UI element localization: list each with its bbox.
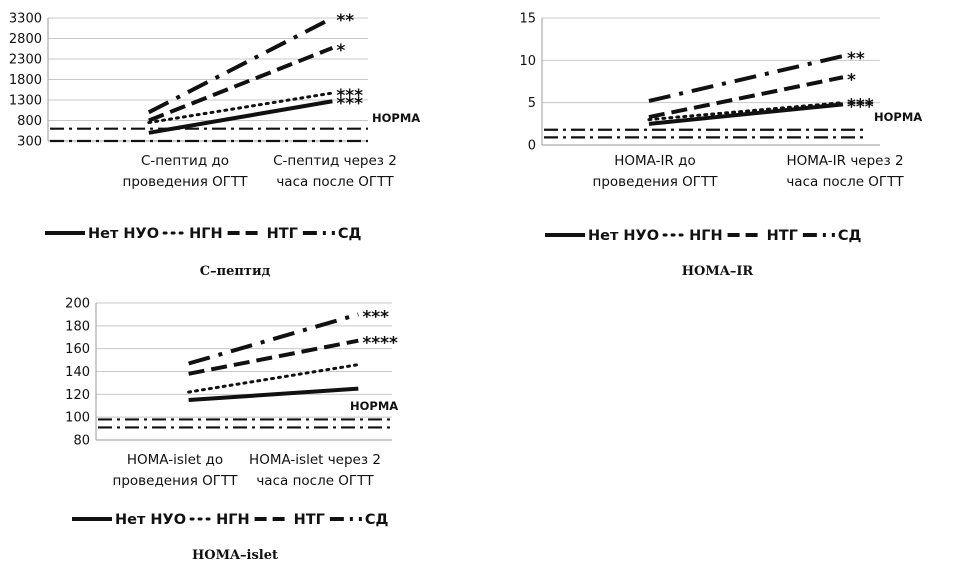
significance-marker: * xyxy=(847,70,856,90)
y-tick-label: 800 xyxy=(17,114,42,129)
legend-label: НТГ xyxy=(294,512,325,528)
legend-label: НТГ xyxy=(767,228,798,244)
chart-homa-islet: 80100120140160180200НОРМА*******HOMA-isl… xyxy=(65,297,398,529)
series-line-2 xyxy=(187,363,360,394)
y-tick-label: 80 xyxy=(73,434,90,449)
x-category-label: HOMA-IR до xyxy=(614,153,695,169)
series-line-3 xyxy=(188,338,359,376)
y-tick-label: 300 xyxy=(17,135,42,150)
legend-label: СД xyxy=(838,228,862,244)
significance-marker: ** xyxy=(336,11,354,31)
y-tick-label: 180 xyxy=(65,319,90,334)
x-category-label: HOMA-islet до xyxy=(127,452,223,468)
y-tick-label: 0 xyxy=(528,139,536,154)
y-tick-label: 10 xyxy=(519,54,536,69)
y-tick-label: 140 xyxy=(65,365,90,380)
x-category-label: проведения ОГТТ xyxy=(113,473,239,489)
series-line-2 xyxy=(647,101,845,122)
legend-label: Нет НУО xyxy=(588,228,659,244)
legend-label: Нет НУО xyxy=(115,512,186,528)
y-tick-label: 2800 xyxy=(9,32,42,47)
norm-label: НОРМА xyxy=(350,399,398,413)
x-category-label: проведения ОГТТ xyxy=(123,174,249,190)
series-line-1 xyxy=(148,99,333,135)
x-category-label: HOMA-islet через 2 xyxy=(249,452,381,468)
x-category-label: часа после ОГТТ xyxy=(256,473,374,489)
x-category-label: проведения ОГТТ xyxy=(593,174,719,190)
legend-label: СД xyxy=(338,226,362,242)
significance-marker: ** xyxy=(847,49,865,69)
y-tick-label: 3300 xyxy=(9,12,42,27)
caption-homa-ir: HOMA–IR xyxy=(681,264,754,279)
y-tick-label: 100 xyxy=(65,411,90,426)
caption-c-peptide: С–пептид xyxy=(199,264,271,279)
series-line-2 xyxy=(147,91,334,125)
legend-label: НТГ xyxy=(267,226,298,242)
significance-marker: * xyxy=(336,41,345,61)
x-category-label: С-пептид через 2 xyxy=(273,153,397,169)
y-tick-label: 5 xyxy=(528,96,536,111)
chart-panel-c-peptide: 300 800 1300 1800 2300 2800 3300 НОРМА *** *** * **… xyxy=(0,0,470,290)
y-tick-label: 1800 xyxy=(9,73,42,88)
y-tick-label: 2300 xyxy=(9,53,42,68)
significance-marker: *** xyxy=(336,86,363,106)
legend-label: СД xyxy=(365,512,389,528)
series-line-4 xyxy=(188,312,359,366)
y-tick-label: 1300 xyxy=(9,94,42,109)
x-category-label: часа после ОГТТ xyxy=(786,174,904,190)
norm-label: НОРМА xyxy=(874,110,922,124)
series-line-3 xyxy=(148,46,334,123)
series-line-3 xyxy=(648,75,844,120)
chart-panel-homa-ir: 0 5 10 15 НОРМА *** *** * ** HOMA-IR до проведения… xyxy=(480,0,955,290)
legend-label: Нет НУО xyxy=(88,226,159,242)
legend-label: НГН xyxy=(189,226,223,242)
chart-panel-homa-islet: 80 100 120 140 160 180 200 НОРМА **** *** HOMA-isl… xyxy=(0,288,470,580)
significance-marker: *** xyxy=(336,94,363,114)
legend-label: НГН xyxy=(689,228,723,244)
series-line-4 xyxy=(648,54,844,103)
significance-marker: *** xyxy=(362,307,389,327)
y-tick-label: 15 xyxy=(519,12,536,27)
norm-label: НОРМА xyxy=(372,111,420,125)
y-tick-label: 120 xyxy=(65,388,90,403)
x-category-label: часа после ОГТТ xyxy=(276,174,394,190)
y-tick-label: 200 xyxy=(65,297,90,312)
chart-c-peptide: 30080013001800230028003300НОРМА*********… xyxy=(9,11,420,242)
x-category-label: С-пептид до xyxy=(141,153,229,169)
significance-marker: **** xyxy=(362,334,398,354)
legend-label: НГН xyxy=(216,512,250,528)
series-line-1 xyxy=(648,102,844,126)
series-line-1 xyxy=(188,386,359,403)
x-category-label: HOMA-IR через 2 xyxy=(786,153,903,169)
y-tick-label: 160 xyxy=(65,342,90,357)
significance-marker: *** xyxy=(847,97,874,117)
series-line-4 xyxy=(147,16,334,115)
caption-homa-islet: HOMA–islet xyxy=(191,548,279,563)
significance-marker: *** xyxy=(847,96,874,116)
